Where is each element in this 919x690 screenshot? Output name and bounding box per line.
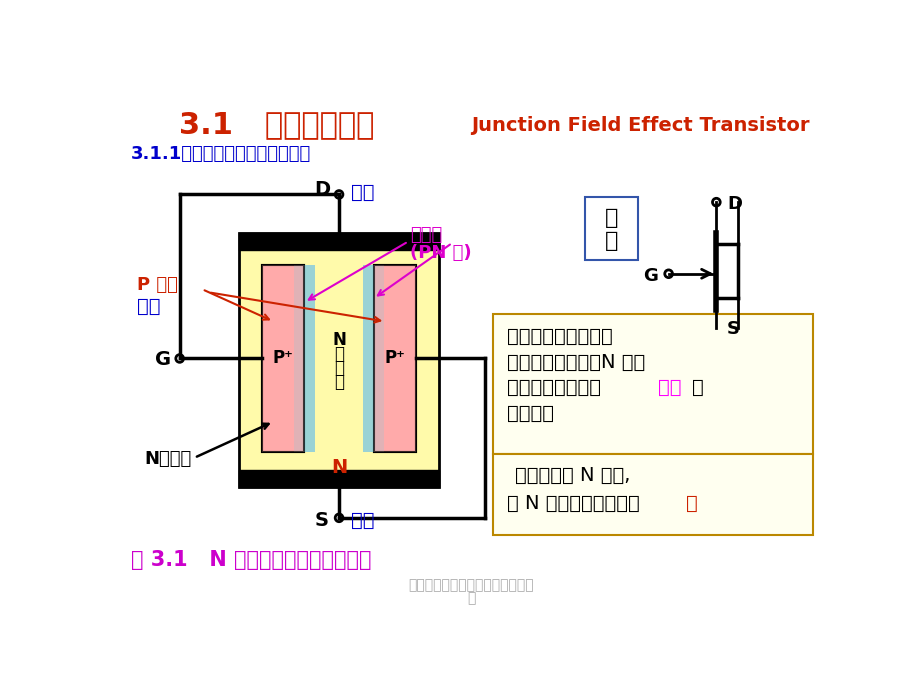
Text: P⁺: P⁺ (383, 349, 404, 368)
Text: 场效应晶体管及其放大电路最新课: 场效应晶体管及其放大电路最新课 (408, 578, 534, 592)
Bar (493, 314, 811, 454)
Text: 在漏极和源极之间加: 在漏极和源极之间加 (506, 327, 612, 346)
Text: 可: 可 (691, 378, 703, 397)
Text: G: G (155, 351, 171, 370)
Text: 号: 号 (605, 231, 618, 251)
Text: D: D (313, 180, 330, 199)
Text: 源极: 源极 (350, 511, 374, 531)
Text: 道: 道 (334, 373, 344, 391)
Bar (493, 454, 811, 535)
Text: 电子: 电子 (657, 378, 681, 397)
Text: 以导电。: 以导电。 (506, 404, 553, 423)
Text: 栅极: 栅极 (136, 297, 160, 315)
Text: 。: 。 (685, 494, 697, 513)
Text: 图 3.1   N 沟道结型场效应管结构图: 图 3.1 N 沟道结型场效应管结构图 (131, 550, 371, 570)
Text: Junction Field Effect Transistor: Junction Field Effect Transistor (471, 116, 809, 135)
Bar (373, 265, 415, 453)
Text: 3.1.1结型场效应管的结构和类型: 3.1.1结型场效应管的结构和类型 (131, 145, 311, 163)
Text: G: G (642, 267, 657, 285)
Text: N: N (332, 331, 346, 349)
Text: P⁺: P⁺ (272, 349, 293, 368)
Bar (239, 470, 438, 487)
Bar (362, 265, 384, 453)
Bar (373, 265, 415, 453)
Bar (262, 265, 304, 453)
Bar (239, 233, 438, 250)
Text: S: S (315, 511, 329, 531)
Text: 导体中多数载流子: 导体中多数载流子 (506, 378, 600, 397)
Text: 型: 型 (334, 345, 344, 363)
Text: 上一个正向电压，N 型半: 上一个正向电压，N 型半 (506, 353, 644, 372)
Text: S: S (726, 320, 740, 338)
Text: 符: 符 (605, 208, 618, 228)
Text: 称 N 沟道结型场效应管: 称 N 沟道结型场效应管 (506, 494, 639, 513)
Text: D: D (726, 195, 742, 213)
Bar (262, 265, 304, 453)
Text: 导电沟道是 N 型的,: 导电沟道是 N 型的, (514, 466, 630, 485)
Text: N型确棒: N型确棒 (144, 450, 191, 468)
Text: 沟: 沟 (334, 359, 344, 377)
Text: 耗尽层: 耗尽层 (410, 226, 442, 244)
Text: P 型区: P 型区 (136, 275, 177, 293)
Bar (293, 265, 315, 453)
Text: 漏极: 漏极 (350, 184, 374, 202)
Text: 3.1   结型场效应管: 3.1 结型场效应管 (178, 110, 374, 139)
Text: 件: 件 (467, 592, 475, 606)
Text: (PN 结): (PN 结) (410, 244, 471, 262)
Bar (584, 197, 637, 260)
Bar (239, 233, 438, 487)
Text: N: N (331, 458, 346, 477)
